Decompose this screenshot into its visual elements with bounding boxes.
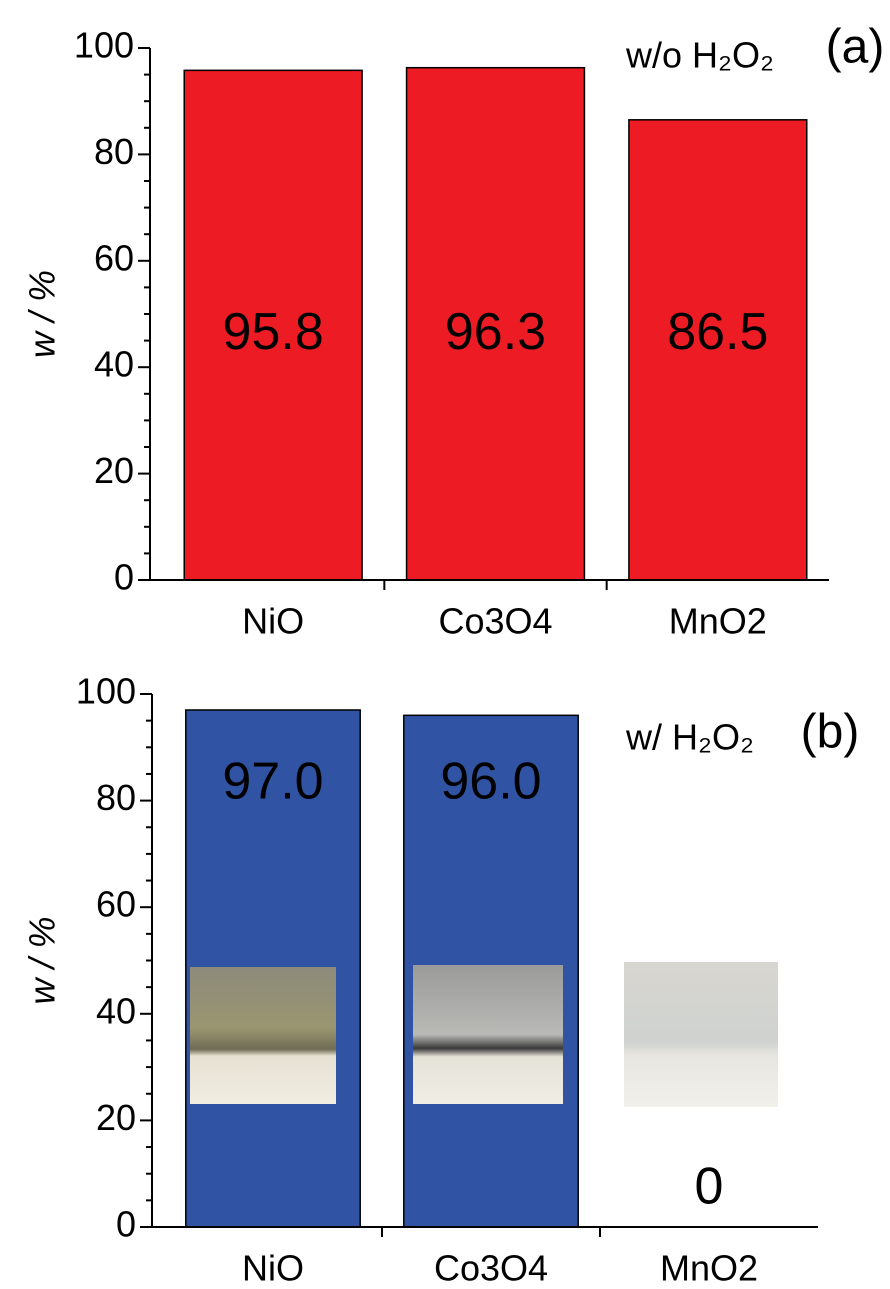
y-tick-label: 40: [94, 344, 134, 385]
y-tick-label: 80: [96, 777, 136, 818]
x-tick-label: NiO: [242, 1248, 304, 1289]
panel-label: (a): [826, 21, 885, 74]
panel-label: (b): [801, 706, 860, 759]
value-label: 86.5: [667, 303, 768, 361]
y-tick-label: 20: [94, 450, 134, 491]
value-label: 95.8: [223, 303, 324, 361]
x-tick-label: Co3O4: [438, 601, 552, 642]
photo: [624, 962, 778, 1107]
y-tick-label: 40: [96, 990, 136, 1031]
x-tick-label: MnO2: [669, 601, 767, 642]
y-tick-label: 60: [96, 884, 136, 925]
figure: 0 20 40 60 80 100 NiO 95.8 Co3O4 96.3 MnO2 86.5 w / …: [0, 0, 890, 1289]
value-label: 96.3: [445, 303, 546, 361]
y-tick-label: 80: [94, 131, 134, 172]
x-tick-label: NiO: [242, 601, 304, 642]
value-label: 0: [695, 1157, 724, 1215]
y-tick-label: 60: [94, 237, 134, 278]
y-tick-label: 20: [96, 1097, 136, 1138]
value-label: 96.0: [440, 752, 541, 810]
y-axis-label: w / %: [22, 270, 63, 358]
photo: [413, 965, 563, 1104]
annotation: w/o H₂O₂: [625, 35, 774, 76]
value-label: 97.0: [222, 752, 323, 810]
y-tick-label: 0: [116, 1204, 136, 1245]
annotation: w/ H₂O₂: [625, 717, 754, 758]
photos: [190, 962, 778, 1107]
photo: [190, 967, 336, 1104]
y-tick-label: 100: [76, 671, 136, 712]
y-axis-label: w / %: [22, 916, 63, 1004]
x-tick-label: Co3O4: [434, 1248, 548, 1289]
y-tick-label: 100: [74, 25, 134, 66]
y-tick-label: 0: [114, 557, 134, 598]
x-tick-label: MnO2: [660, 1248, 758, 1289]
